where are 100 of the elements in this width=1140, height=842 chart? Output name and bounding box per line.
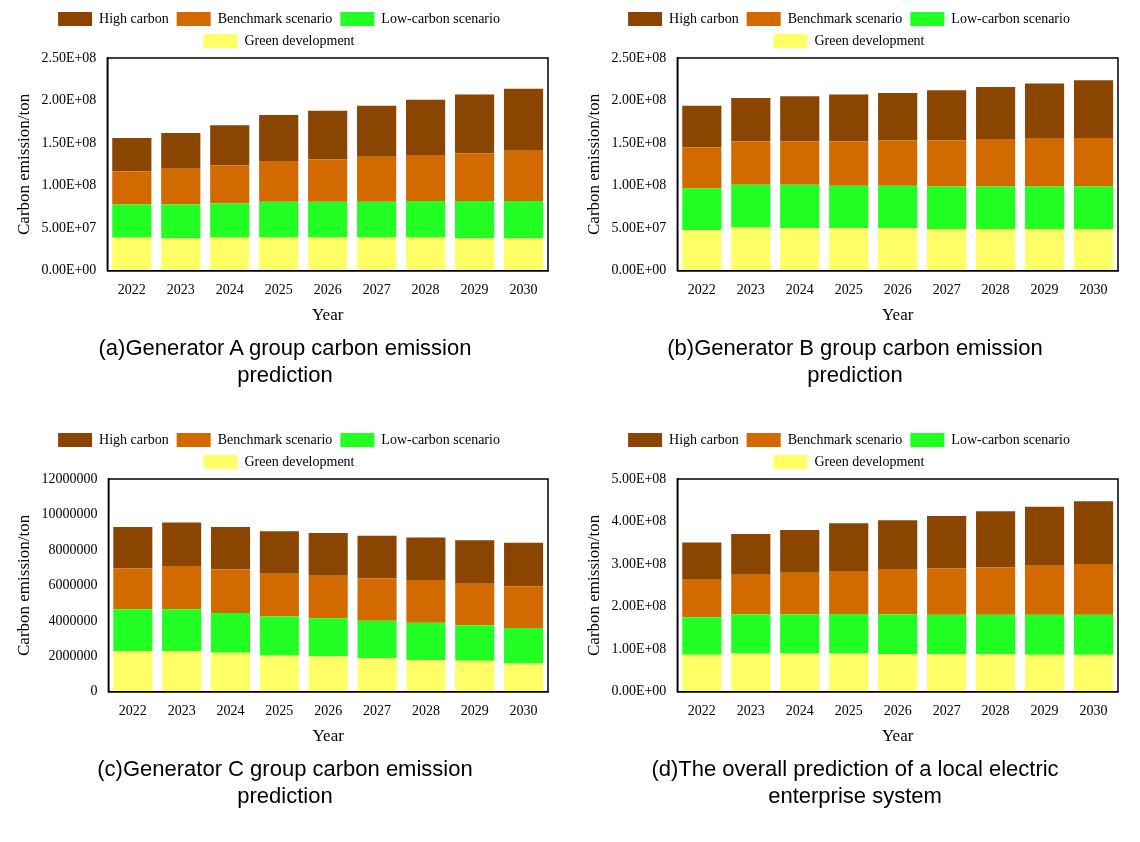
bar [682, 188, 722, 230]
bar [259, 655, 299, 692]
x-tick-label: 2029 [460, 281, 489, 297]
bar [682, 229, 722, 271]
x-tick-label: 2025 [834, 281, 863, 297]
x-tick-label: 2022 [117, 281, 146, 297]
bar [927, 516, 967, 569]
legend-label: Benchmark scenario [217, 10, 333, 26]
y-tick-label: 2000000 [48, 648, 98, 664]
x-tick-label: 2026 [313, 281, 342, 297]
bar [113, 526, 153, 569]
x-tick-label: 2023 [167, 702, 196, 718]
bar [976, 511, 1016, 568]
x-tick-label: 2027 [363, 702, 392, 718]
legend-label: Low-carbon scenario [951, 431, 1070, 447]
bar [976, 139, 1016, 187]
bar [357, 156, 397, 202]
y-axis-title: Carbon emission/ton [13, 93, 33, 235]
x-tick-label: 2027 [362, 281, 391, 297]
bar [161, 132, 201, 169]
y-tick-label: 2.50E+08 [41, 49, 97, 65]
bar [1024, 229, 1065, 271]
bar [1073, 564, 1114, 615]
bar [1024, 614, 1065, 655]
x-tick-label: 2026 [314, 702, 343, 718]
bar [829, 570, 869, 614]
legend-label: Benchmark scenario [787, 10, 903, 26]
bar [455, 583, 495, 626]
x-tick-label: 2030 [509, 281, 538, 297]
bar [162, 651, 202, 692]
bar [927, 186, 967, 230]
bar [780, 141, 820, 185]
bar [1073, 501, 1114, 565]
bar [455, 625, 495, 661]
bar [927, 568, 967, 615]
bar [406, 201, 446, 238]
bar [406, 622, 446, 660]
bar [682, 542, 722, 580]
legend-label: High carbon [99, 431, 169, 447]
bar [357, 578, 397, 621]
bar [878, 520, 918, 570]
bar [210, 165, 250, 204]
bar [878, 140, 918, 186]
bar [357, 105, 397, 157]
bar [976, 186, 1016, 230]
bar [259, 115, 299, 161]
bar [829, 94, 869, 142]
x-tick-label: 2029 [460, 702, 489, 718]
x-axis-title: Year [882, 726, 914, 746]
bar [503, 201, 544, 239]
bar [927, 614, 967, 655]
bar [454, 153, 495, 201]
x-tick-label: 2022 [118, 702, 147, 718]
y-axis-title: Carbon emission/ton [583, 514, 603, 656]
bar [878, 653, 918, 692]
x-axis-title: Year [882, 305, 914, 325]
y-tick-label: 8000000 [48, 541, 98, 557]
x-axis-title: Year [312, 726, 345, 746]
bar [1024, 138, 1065, 187]
bar [112, 171, 152, 205]
bar [161, 204, 201, 239]
y-tick-label: 2.00E+08 [41, 92, 97, 108]
x-tick-label: 2024 [785, 281, 814, 297]
bar [308, 237, 348, 271]
bar [878, 92, 918, 141]
text: (c)Generator C group carbon emission prediction [96, 755, 474, 809]
bar [1073, 229, 1114, 271]
bar [161, 238, 201, 271]
x-tick-label: 2025 [265, 702, 294, 718]
legend-label: Benchmark scenario [787, 431, 903, 447]
x-tick-label: 2030 [1079, 281, 1108, 297]
legend-label: Green development [244, 453, 355, 469]
bar [454, 238, 495, 271]
bar [210, 203, 250, 238]
bar [357, 201, 397, 238]
x-axis-title: Year [312, 305, 344, 325]
y-tick-label: 2.00E+08 [611, 92, 667, 108]
legend-label: High carbon [669, 431, 739, 447]
bar [682, 147, 722, 189]
bar [976, 614, 1016, 655]
legend-label: Benchmark scenario [217, 431, 333, 447]
x-tick-label: 2026 [883, 702, 912, 718]
bar [731, 574, 771, 615]
bar [113, 609, 153, 652]
y-tick-label: 3.00E+08 [611, 555, 667, 571]
y-axis-title: Carbon emission/ton [13, 514, 33, 656]
x-tick-label: 2030 [509, 702, 538, 718]
bar [731, 653, 771, 692]
x-tick-label: 2024 [785, 702, 814, 718]
bar [829, 653, 869, 692]
bar [1024, 186, 1065, 230]
y-tick-label: 2.00E+08 [611, 598, 667, 614]
bar [357, 535, 397, 579]
bar [780, 184, 820, 229]
bar [503, 88, 544, 151]
bar [780, 572, 820, 615]
bar [682, 105, 722, 148]
bar [308, 618, 348, 657]
x-tick-label: 2028 [981, 702, 1010, 718]
bar [454, 201, 495, 239]
